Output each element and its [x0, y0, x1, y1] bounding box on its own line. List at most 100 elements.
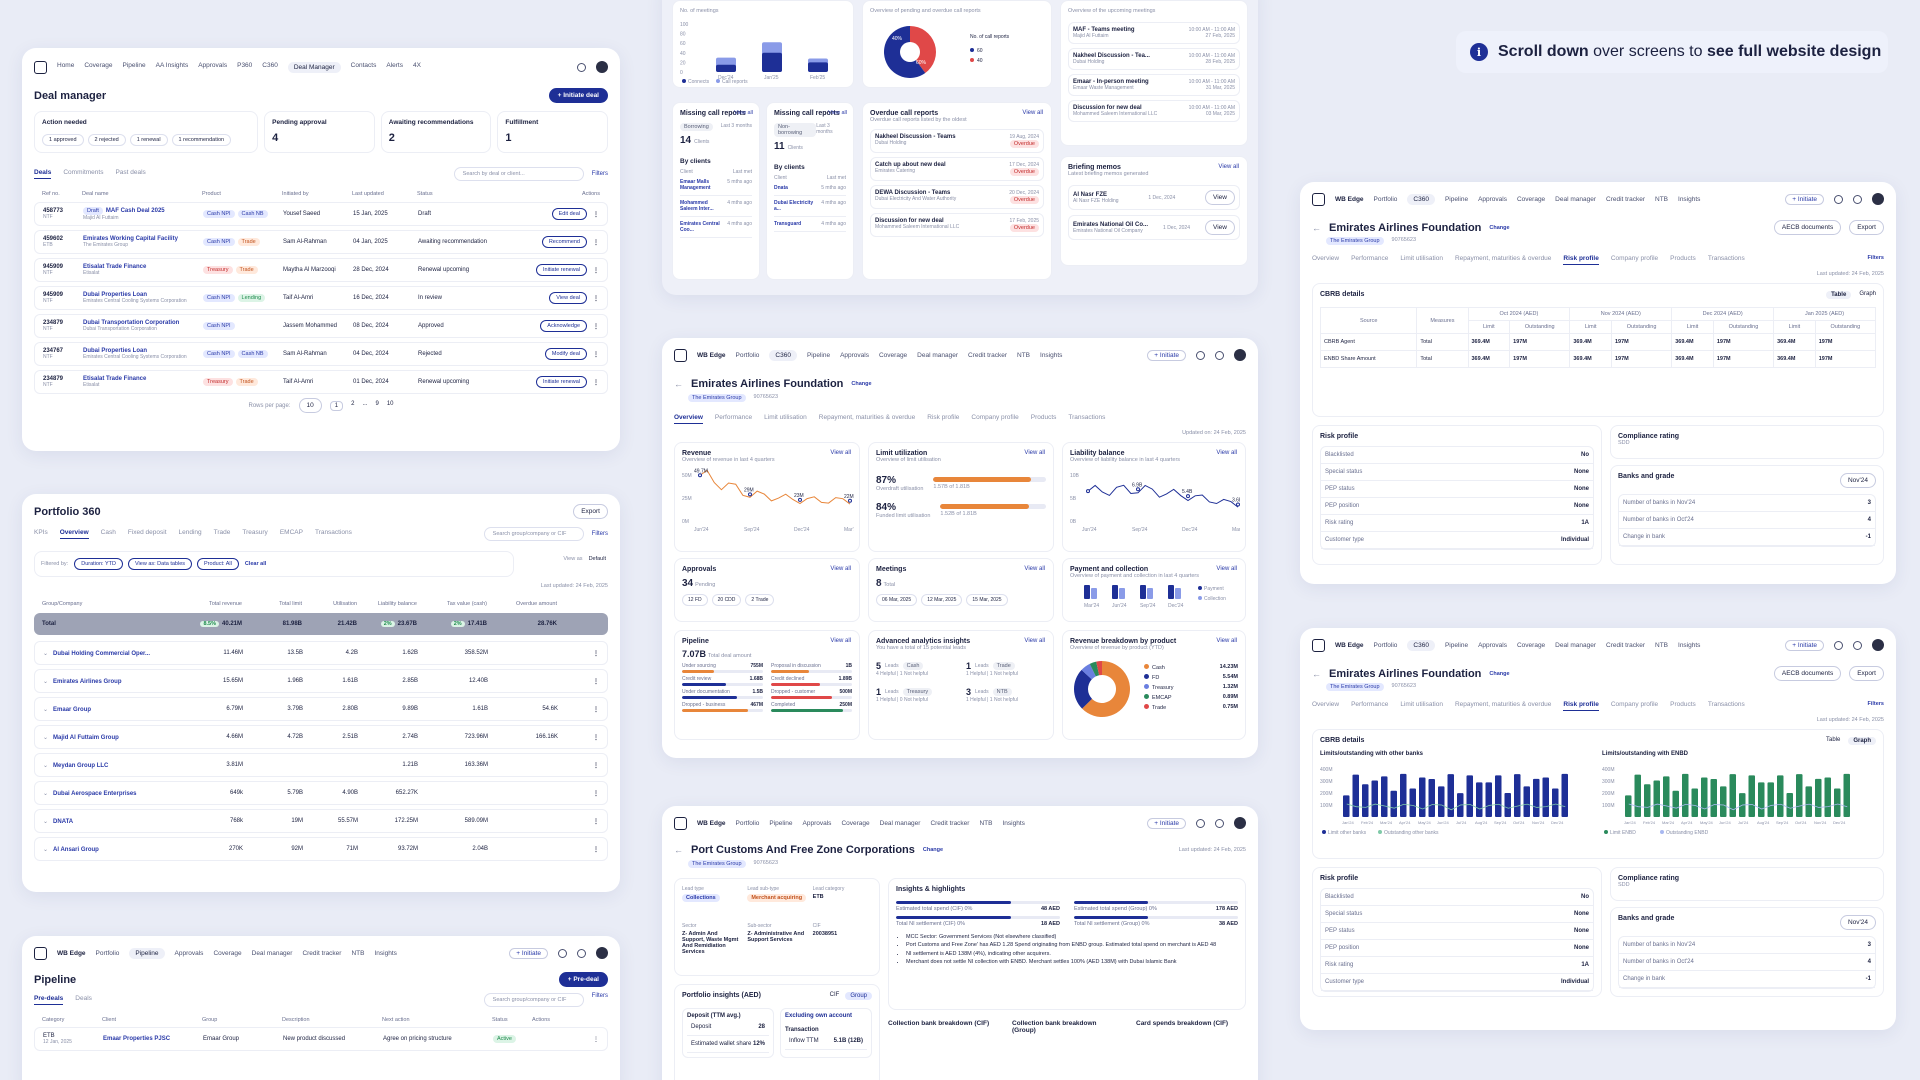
search-input[interactable]: Search group/company or CIF [483, 527, 584, 541]
more-icon[interactable]: ⋮ [593, 379, 599, 386]
table-row[interactable]: ⌄ Emirates Airlines Group 15.65M 1.96B 1.61B… [34, 669, 608, 693]
page-number[interactable]: ... [362, 400, 368, 407]
tab-7[interactable]: EMCAP [279, 529, 303, 536]
nav-item-8[interactable]: NTB [1017, 351, 1031, 359]
search-input[interactable]: Search by deal or client... [453, 167, 584, 181]
rows-select[interactable]: 10 [298, 398, 322, 413]
nav-item-2[interactable]: Pipeline [122, 61, 146, 69]
nav-item-4[interactable]: Coverage [841, 819, 870, 827]
kpi-chip[interactable]: 2 rejected [87, 134, 126, 146]
client-link[interactable]: Transguard [774, 221, 802, 227]
tab-4[interactable]: Risk profile [1563, 255, 1599, 265]
nav-item-0[interactable]: Home [57, 61, 75, 69]
tab-0[interactable]: Overview [1312, 255, 1340, 262]
column-header[interactable]: Total revenue [208, 601, 242, 607]
nav-item-2[interactable]: C360 [769, 349, 797, 361]
nav-item-7[interactable]: Deal Manager [287, 61, 341, 73]
pre-deal-button[interactable]: + Pre-deal [558, 972, 608, 987]
back-arrow-icon[interactable]: ← [674, 845, 683, 855]
more-icon[interactable]: ⋮ [593, 706, 599, 713]
nav-item-8[interactable]: Insights [374, 949, 397, 957]
nav-item-8[interactable]: NTB [1655, 641, 1669, 649]
view-all-link[interactable]: View all [1022, 110, 1043, 116]
table-row[interactable]: ⌄ Meydan Group LLC 3.81M 1.21B 163.36M ⋮ [34, 753, 608, 777]
initiate-button[interactable]: + Initiate [1785, 639, 1824, 651]
filter-chip[interactable]: Product: All [197, 558, 239, 570]
nav-item-7[interactable]: Credit tracker [968, 351, 1008, 359]
tab-7[interactable]: Transactions [1068, 414, 1106, 421]
chip[interactable]: 12 FD [682, 594, 708, 606]
nav-item-1[interactable]: Portfolio [735, 351, 760, 359]
filter-chip[interactable]: View as: Data tables [127, 558, 193, 570]
nav-item-3[interactable]: Pipeline [806, 351, 831, 359]
bell-icon[interactable] [1215, 818, 1224, 828]
filters-button[interactable]: Filters [591, 531, 608, 537]
export-button[interactable]: Export [573, 504, 608, 519]
action-button[interactable]: Recommend [541, 236, 587, 248]
meeting-item[interactable]: MAF - Teams meeting Majid Al Futtaim 10:00… [1068, 22, 1240, 44]
nav-item-2[interactable]: Pipeline [769, 819, 793, 827]
nav-item-5[interactable]: Deal manager [879, 819, 921, 827]
deal-name-link[interactable]: Dubai Properties Loan [83, 348, 148, 354]
tab-5[interactable]: Trade [213, 529, 231, 536]
meeting-item[interactable]: Discussion for new deal Mohammed Saleem I… [1068, 100, 1240, 122]
search-input[interactable]: Search group/company or CIF [483, 993, 584, 1007]
nav-item-0[interactable]: WB Edge [697, 351, 726, 359]
overdue-item[interactable]: DEWA Discussion - Teams Dubai Electricity… [870, 185, 1044, 209]
month-select[interactable]: Nov'24 [1839, 473, 1876, 488]
nav-item-3[interactable]: AA Insights [155, 61, 189, 69]
download-icon[interactable] [1834, 194, 1843, 204]
client-row[interactable]: Emaar Malls Management 5 mths ago [680, 175, 752, 196]
nav-item-2[interactable]: C360 [1407, 639, 1435, 651]
nav-item-4[interactable]: Approvals [1478, 195, 1507, 203]
tab-2[interactable]: Limit utilisation [764, 414, 807, 421]
pipeline-stage[interactable]: Dropped - business 467M [682, 702, 763, 712]
client-row[interactable]: Dubai Electricity a... 4 mths ago [774, 196, 846, 217]
chevron-down-icon[interactable]: ⌄ [43, 706, 49, 713]
nav-item-8[interactable]: NTB [1655, 195, 1669, 203]
nav-item-7[interactable]: Credit tracker [1606, 195, 1646, 203]
view-all-link[interactable]: View all [830, 566, 851, 572]
tab-1[interactable]: Overview [59, 529, 89, 539]
nav-item-9[interactable]: Insights [1678, 195, 1701, 203]
tab-0[interactable]: KPIs [34, 529, 48, 536]
table-row[interactable]: 234879 NTF Etisalat Trade Finance Etisalat T… [34, 370, 608, 394]
group-name-link[interactable]: Emirates Airlines Group [53, 678, 122, 685]
nav-item-7[interactable]: Credit tracker [1606, 641, 1646, 649]
nav-item-6[interactable]: Credit tracker [930, 819, 970, 827]
nav-item-5[interactable]: Coverage [1516, 641, 1546, 649]
tab-6[interactable]: Products [1670, 701, 1696, 708]
column-header[interactable]: Liability balance [377, 601, 417, 607]
chevron-down-icon[interactable]: ⌄ [43, 790, 49, 797]
client-row[interactable]: Mohammed Saleem Inter... 4 mths ago [680, 196, 752, 217]
nav-item-4[interactable]: Approvals [198, 61, 228, 69]
initiate-button[interactable]: + Initiate [509, 947, 548, 959]
table-row[interactable]: ⌄ Al Ansari Group 270K 92M 71M 93.72M 2.04B ⋮ [34, 837, 608, 861]
export-button[interactable]: Export [1849, 220, 1884, 235]
insight-item[interactable]: 5 Leads Cash 4 Helpful | 1 Not helpful [876, 661, 956, 677]
tab-3[interactable]: Repayment, maturities & overdue [818, 414, 916, 421]
change-link[interactable]: Change [922, 847, 944, 853]
chip[interactable]: 20 CDD [711, 594, 742, 606]
group-name-link[interactable]: Majid Al Futtaim Group [53, 734, 119, 741]
aecb-documents-button[interactable]: AECB documents [1773, 220, 1842, 235]
view-all-link[interactable]: View all [1024, 638, 1045, 644]
tab-2[interactable]: Limit utilisation [1400, 701, 1443, 708]
tab-2[interactable]: Past deals [115, 169, 146, 176]
more-icon[interactable]: ⋮ [593, 267, 599, 274]
nav-item-1[interactable]: Portfolio [95, 949, 120, 957]
more-icon[interactable]: ⋮ [593, 762, 599, 769]
initiate-button[interactable]: + Initiate [1147, 349, 1186, 361]
insight-item[interactable]: 1 Leads Trade 1 Helpful | 1 Not helpful [966, 661, 1046, 677]
nav-item-7[interactable]: NTB [979, 819, 993, 827]
more-icon[interactable]: ⋮ [593, 678, 599, 685]
pipeline-stage[interactable]: Under sourcing 755M [682, 663, 763, 673]
table-row[interactable]: 945909 NTF Dubai Properties Loan Emirates C… [34, 286, 608, 310]
tab-1[interactable]: Deals [75, 995, 92, 1002]
tab-6[interactable]: Products [1670, 255, 1696, 262]
tab-7[interactable]: Transactions [1707, 255, 1745, 262]
tab-5[interactable]: Company profile [1610, 255, 1659, 262]
column-header[interactable]: Utilisation [333, 601, 357, 607]
nav-item-1[interactable]: Portfolio [735, 819, 760, 827]
nav-item-4[interactable]: Approvals [840, 351, 869, 359]
